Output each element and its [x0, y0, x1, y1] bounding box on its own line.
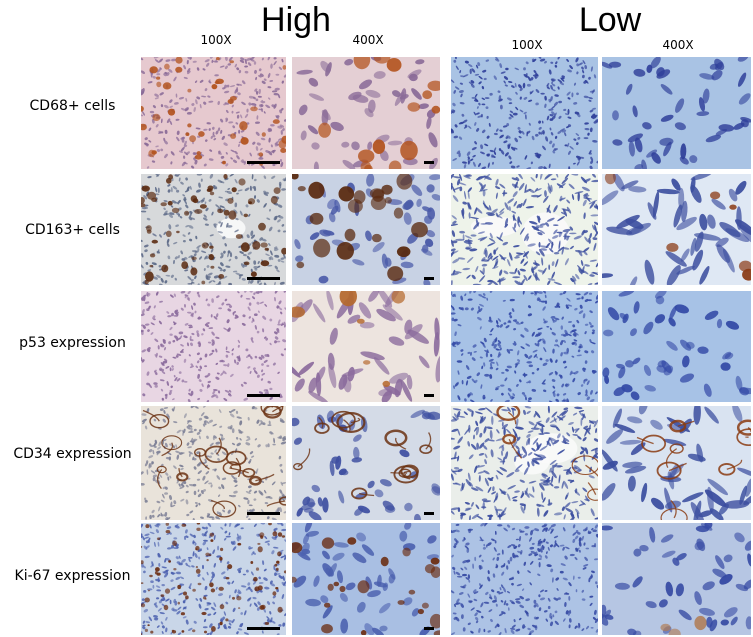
scale-bar [424, 627, 434, 630]
micrograph-p53-low-100x [451, 291, 598, 402]
micrograph-cd68-low-400x [602, 57, 751, 169]
scale-bar [424, 512, 434, 515]
row-label-p53: p53 expression [19, 335, 126, 351]
micrograph-cd163-high-400x [292, 174, 440, 285]
scale-bar [247, 512, 280, 515]
micrograph-cd68-high-400x [292, 57, 440, 169]
micrograph-ki67-high-100x [141, 523, 286, 635]
micrograph-ki67-low-400x [602, 523, 751, 635]
micrograph-ki67-high-400x [292, 523, 440, 635]
row-label-cd34: CD34 expression [13, 446, 132, 462]
micrograph-cd34-low-100x [451, 406, 598, 520]
group-title-low: Low [578, 1, 642, 39]
micrograph-cd34-low-400x [602, 406, 751, 520]
scale-bar [247, 627, 280, 630]
scale-bar [424, 161, 434, 164]
micrograph-cd163-high-100x [141, 174, 286, 285]
micrograph-cd163-low-100x [451, 174, 598, 285]
scale-bar [424, 394, 434, 397]
micrograph-p53-high-100x [141, 291, 286, 402]
micrograph-cd34-high-400x [292, 406, 440, 520]
header-high-400x: 400X [352, 33, 384, 47]
scale-bar [247, 277, 280, 280]
micrograph-p53-low-400x [602, 291, 751, 402]
micrograph-cd34-high-100x [141, 406, 286, 520]
scale-bar [247, 161, 280, 164]
micrograph-cd68-low-100x [451, 57, 598, 169]
row-label-cd163: CD163+ cells [25, 222, 120, 238]
header-low-400x: 400X [662, 38, 694, 52]
micrograph-ki67-low-100x [451, 523, 598, 635]
scale-bar [424, 277, 434, 280]
micrograph-cd163-low-400x [602, 174, 751, 285]
group-title-high: High [261, 1, 331, 39]
micrograph-cd68-high-100x [141, 57, 286, 169]
header-low-100x: 100X [511, 38, 543, 52]
row-label-cd68: CD68+ cells [29, 98, 116, 114]
scale-bar [247, 394, 280, 397]
header-high-100x: 100X [200, 33, 232, 47]
micrograph-p53-high-400x [292, 291, 440, 402]
row-label-ki67: Ki-67 expression [14, 568, 131, 584]
